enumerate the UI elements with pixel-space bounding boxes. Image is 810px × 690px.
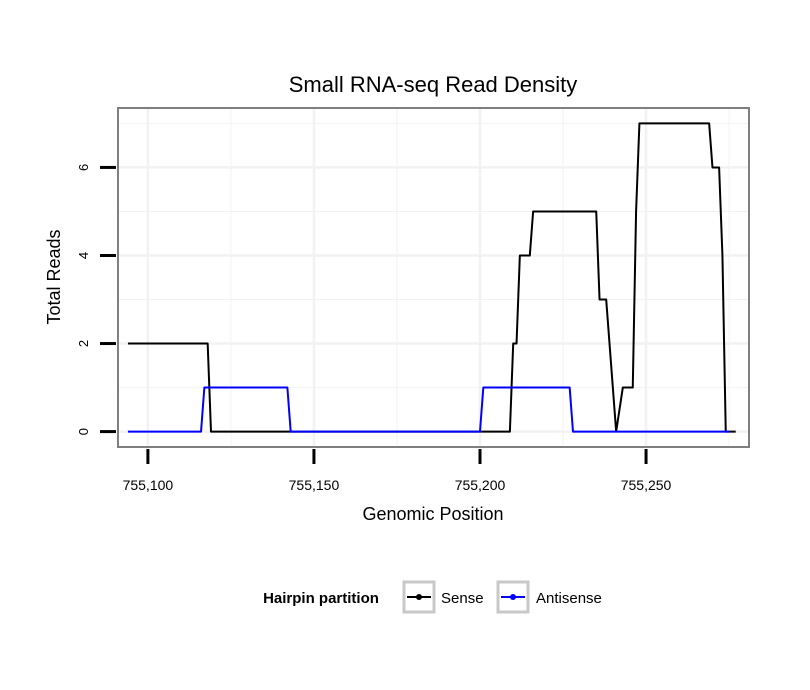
x-tick-label: 755,200 [455,477,506,493]
legend-dot-antisense [510,594,516,600]
series-line-sense [127,122,736,433]
chart-title: Small RNA-seq Read Density [289,72,578,97]
y-axis-label: Total Reads [44,229,64,324]
plot-border [117,107,750,448]
legend: Hairpin partition Sense Antisense [263,580,602,614]
x-tick-label: 755,250 [621,477,672,493]
y-tick-label: 6 [76,164,91,171]
legend-label-sense: Sense [441,590,484,607]
plot-background [118,108,749,447]
legend-label-antisense: Antisense [536,590,602,607]
series-layer [127,122,736,433]
x-axis-label: Genomic Position [362,504,503,524]
y-tick-label: 2 [76,340,91,347]
legend-title: Hairpin partition [263,590,379,607]
grid-minor [118,108,749,447]
y-axis: 0 2 4 6 [76,164,116,435]
series-line-antisense [127,386,730,433]
y-tick-label: 0 [76,428,91,435]
x-axis: 755,100 755,150 755,200 755,250 [123,449,672,493]
y-tick-label: 4 [76,252,91,259]
x-tick-label: 755,100 [123,477,174,493]
legend-dot-sense [416,594,422,600]
x-tick-label: 755,150 [289,477,340,493]
